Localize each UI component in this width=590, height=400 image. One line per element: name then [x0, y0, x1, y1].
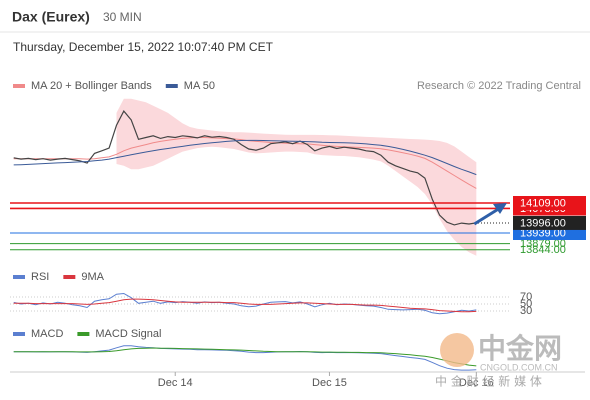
- level-box: [513, 215, 586, 230]
- source: Research © 2022 Trading Central: [417, 80, 581, 92]
- legend-swatch: [165, 84, 178, 88]
- price-line: [13, 110, 477, 226]
- legend-label: MACD Signal: [95, 328, 161, 340]
- trend-arrow-head: [493, 203, 507, 214]
- timestamp: Thursday, December 15, 2022 10:07:40 PM …: [13, 40, 274, 54]
- x-tick-label: Dec 14: [158, 377, 193, 389]
- level-box: [513, 196, 586, 210]
- level-label: 13939.00: [520, 227, 566, 239]
- watermark-name: 中金网: [478, 332, 562, 365]
- watermark-logo: [440, 333, 474, 367]
- x-tick-label: Dec 15: [312, 377, 347, 389]
- legend-swatch: [13, 84, 25, 88]
- watermark-tagline: 中 金 财 经 新 媒 体: [435, 374, 542, 389]
- legend-label: RSI: [31, 271, 49, 283]
- bollinger-band: [116, 98, 477, 256]
- y-tick-label: 50: [520, 298, 532, 310]
- legend-swatch: [13, 275, 25, 279]
- series-line: [13, 347, 477, 367]
- symbol: Dax (Eurex): [12, 9, 90, 25]
- interval: 30 MIN: [103, 10, 142, 24]
- level-label: 13996.00: [520, 217, 566, 229]
- legend-swatch: [63, 275, 76, 279]
- legend-label: MA 50: [184, 80, 215, 92]
- watermark-domain: CNGOLD.COM.CN: [480, 362, 558, 372]
- series-line: [13, 345, 477, 371]
- level-label: 14109.00: [520, 197, 566, 209]
- y-tick-label: 30: [520, 305, 532, 317]
- legend-label: 9MA: [81, 271, 104, 283]
- y-tick-label: 70: [520, 291, 532, 303]
- legend-label: MACD: [31, 328, 63, 340]
- trend-arrow: [473, 206, 501, 226]
- legend-swatch: [13, 332, 25, 336]
- legend-label: MA 20 + Bollinger Bands: [31, 80, 152, 92]
- x-tick-label: Dec 16: [459, 377, 494, 389]
- legend-swatch: [77, 332, 90, 336]
- series-line: [13, 139, 477, 176]
- level-label: 13879.00: [520, 238, 566, 250]
- series-line: [13, 298, 477, 313]
- level-label: 13844.00: [520, 244, 566, 256]
